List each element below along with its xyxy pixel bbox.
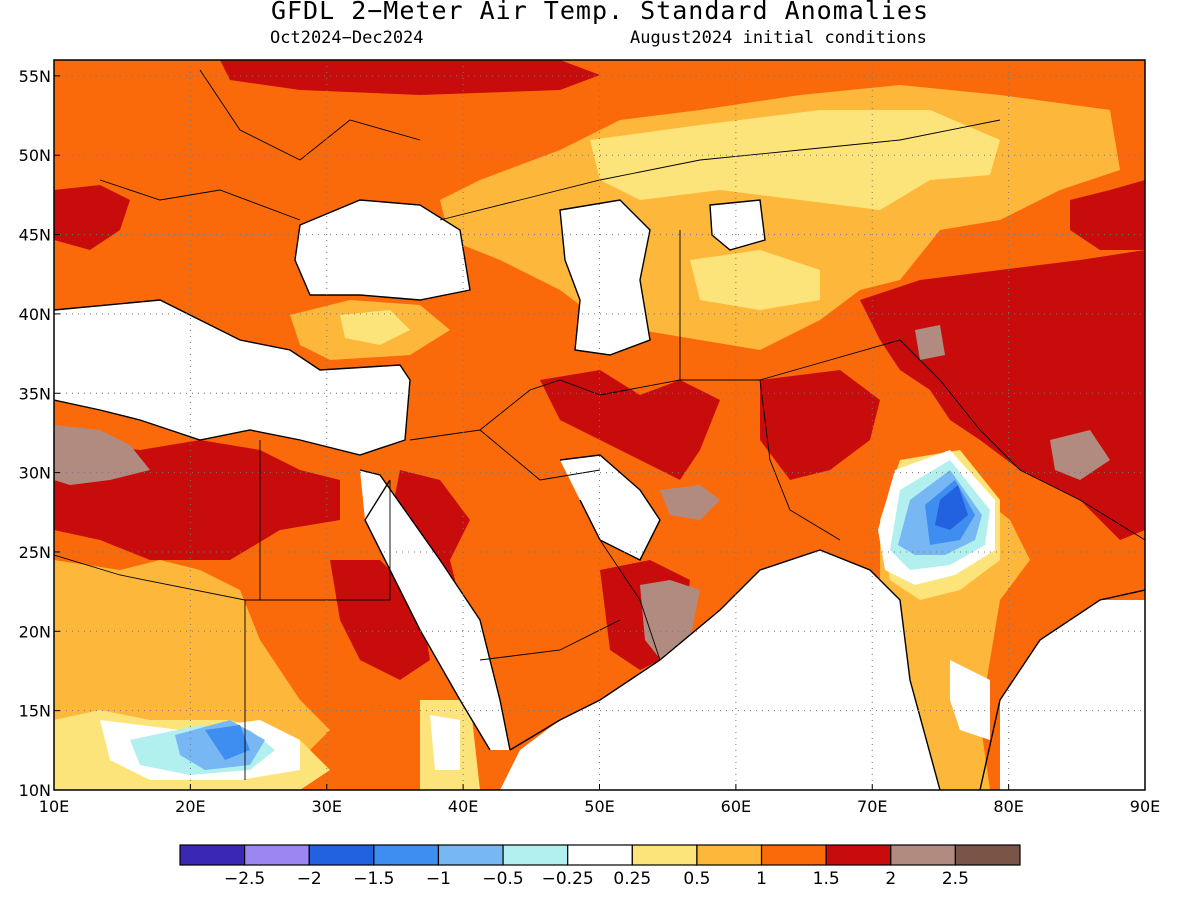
aral-sea [710,200,765,250]
colorbar-swatch [244,844,310,866]
colorbar-swatch [179,844,246,866]
lat-label: 30N [19,464,51,483]
white-region-india-south [950,660,990,740]
red-sea [360,470,510,750]
lat-label: 35N [19,384,51,403]
axis-ticks [53,75,1146,791]
mediterranean-sea [54,300,410,455]
lon-label: 50E [584,797,614,816]
colorbar-label: −2.5 [224,869,265,889]
colorbar-swatch [825,844,892,866]
white-region-ethiopia [430,715,460,770]
lon-label: 20E [175,797,205,816]
lat-label: 40N [19,305,51,324]
forecast-period: Oct2024−Dec2024 [270,28,424,48]
lon-label: 70E [857,797,887,816]
lat-label: 25N [19,543,51,562]
gray-region-libya [54,425,150,485]
colorbar-swatch [308,844,375,866]
colorbar-swatch [502,844,569,866]
longitude-labels: 10E 20E 30E 40E 50E 60E 70E 80E 90E [39,797,1160,816]
colorbar-swatch [696,844,763,866]
lat-label: 55N [19,67,51,86]
yellow-region-kazakhstan [590,110,1000,210]
colorbar-swatch [890,844,956,866]
colorbar-label: 2.5 [942,869,969,889]
gray-region-kashmir [915,325,945,360]
lon-label: 60E [721,797,751,816]
lat-label: 20N [19,622,51,641]
bay-of-bengal [1000,600,1145,790]
black-sea [295,200,470,300]
colorbar-label: 2 [885,869,896,889]
dark-red-region-iran [540,370,720,480]
colorbar-swatch [631,844,698,866]
persian-gulf [560,455,660,560]
anomaly-shading [54,60,1145,790]
gray-region-iran-south [660,485,720,520]
latitude-labels: 10N 15N 20N 25N 30N 35N 40N 45N 50N 55N [19,67,51,800]
yellow-region-anatolia [340,310,410,345]
colorbar-label: 0.25 [613,869,651,889]
caspian-sea [560,200,650,355]
yellow-region-uzbekistan [690,250,820,310]
lon-label: 10E [39,797,69,816]
dark-red-region-north [220,60,600,95]
colorbar-swatch [437,844,504,866]
arabian-sea [500,550,940,790]
colorbar-label: −2 [297,869,322,889]
colorbar-label: −1 [426,869,451,889]
lat-label: 15N [19,702,51,721]
colorbar-label: 1.5 [813,869,840,889]
colorbar-labels: −2.5 −2 −1.5 −1 −0.5 −0.25 0.25 0.5 1 1.5 2 2.5 [224,869,969,889]
colorbar-swatch [567,844,633,866]
colorbar [179,844,1021,866]
lon-label: 40E [448,797,478,816]
map-title: GFDL 2−Meter Air Temp. Standard Anomalie… [270,0,930,25]
lon-label: 30E [312,797,342,816]
initial-conditions: August2024 initial conditions [630,28,927,48]
lat-label: 10N [19,781,51,800]
colorbar-label: 1 [756,869,767,889]
dark-red-region-pakistan [760,370,880,480]
gray-region-tibet [1050,430,1110,480]
colorbar-label: −1.5 [353,869,394,889]
lat-label: 50N [19,146,51,165]
colorbar-swatch [760,844,827,866]
darkblue-region-chad [205,725,250,760]
lat-label: 45N [19,226,51,245]
dark-red-region-balkans [54,185,130,250]
colorbar-label: 0.5 [683,869,710,889]
dark-red-region-china-east [1070,180,1145,250]
darkblue-region-india [935,485,968,530]
colorbar-swatch [373,844,440,866]
lon-label: 80E [993,797,1023,816]
lon-label: 90E [1130,797,1160,816]
colorbar-label: −0.25 [542,869,594,889]
colorbar-swatch [954,844,1021,866]
colorbar-label: −0.5 [482,869,523,889]
